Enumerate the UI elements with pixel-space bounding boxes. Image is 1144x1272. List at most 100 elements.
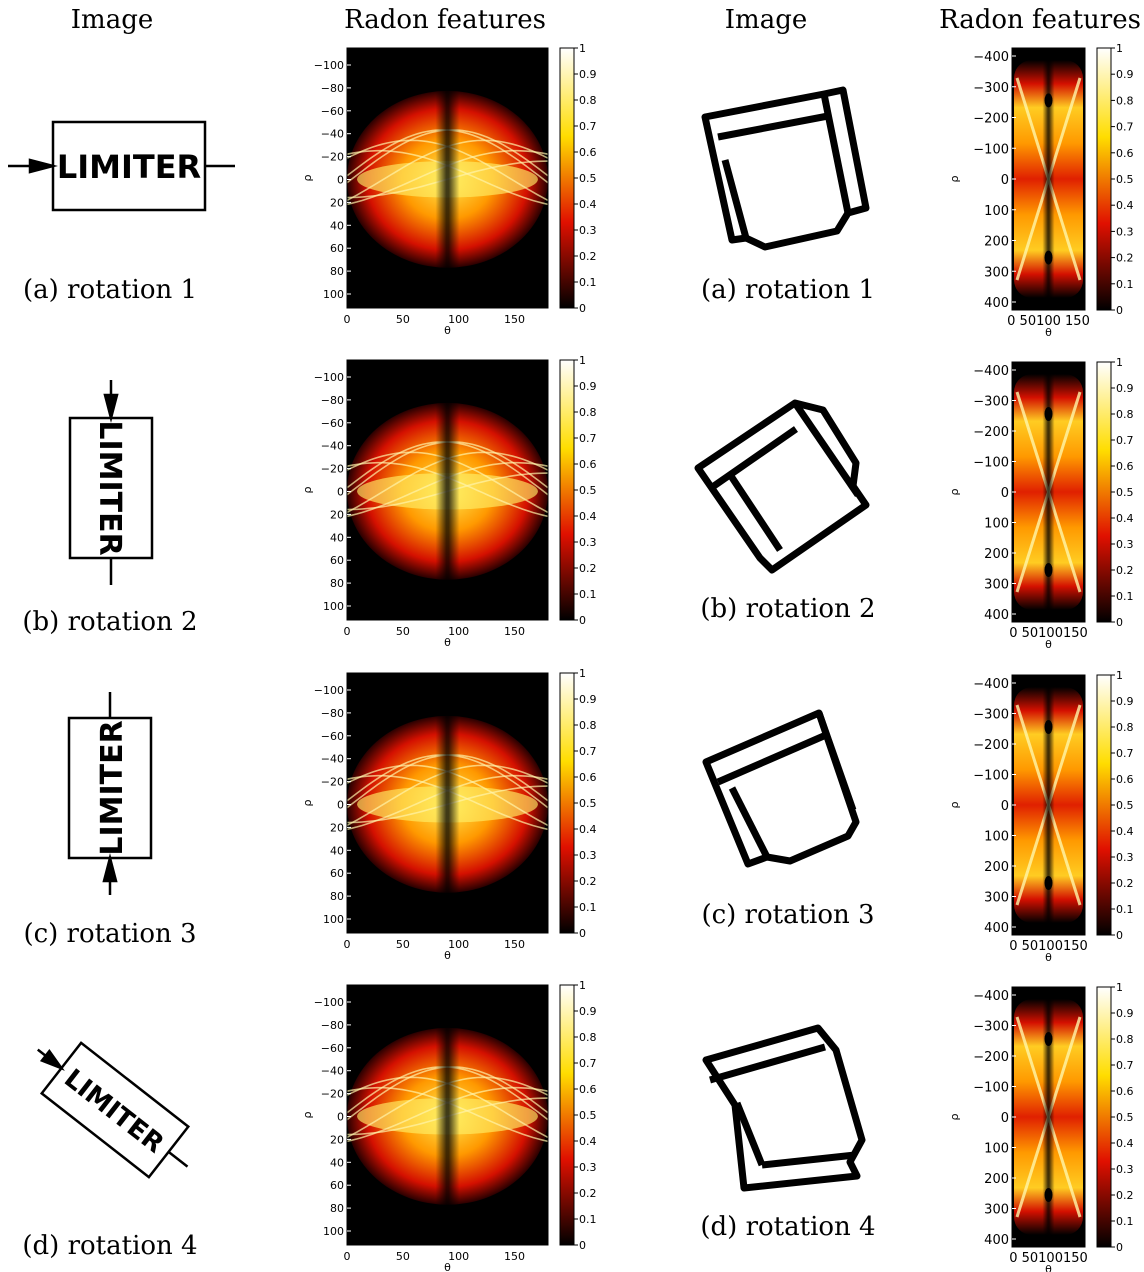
right-colorbar-tick-label: 1 [1116,356,1123,369]
right-colorbar-tick-label: 0.3 [1116,538,1134,551]
x-tick-label: 150 [504,938,525,951]
x-tick-label: 50 [396,1250,410,1263]
y-tick-label: −60 [321,417,344,430]
left-colorbar-tick-label: 1 [579,667,586,680]
x-axis-label: θ [1045,1263,1052,1272]
right-colorbar-tick-label: 0.9 [1116,382,1134,395]
right-colorbar-tick-label: 0.6 [1116,147,1134,160]
left-colorbar-tick-label: 0.8 [579,94,597,107]
y-tick-label: 0 [337,486,344,499]
sinogram-dark-band [1042,48,1055,310]
y-tick-label: −60 [321,730,344,743]
left-colorbar-tick-label: 0.1 [579,1213,597,1226]
header-image-right: Image [725,5,807,35]
left-colorbar-tick-label: 0.9 [579,693,597,706]
right-colorbar-tick-label: 0.8 [1116,721,1134,734]
limiter-label-1: LIMITER [57,148,201,186]
header-image-left: Image [71,5,153,35]
y-tick-label: 400 [984,296,1009,311]
right-colorbar-scale-2 [1096,361,1112,623]
y-tick-label: 200 [984,860,1009,875]
right-colorbar-tick-label: 1 [1116,42,1123,55]
x-axis-label: θ [444,949,451,962]
y-tick-label: 100 [984,1142,1009,1157]
y-tick-label: 0 [337,799,344,812]
left-colorbar-tick-label: 0.8 [579,1031,597,1044]
sinogram-node [1044,876,1053,890]
y-tick-label: −400 [973,364,1009,379]
left-colorbar-scale-2 [559,359,575,621]
limiter-image-4: LIMITER [37,1041,191,1179]
y-tick-label: 300 [984,1203,1009,1218]
right-caption-4: (d) rotation 4 [700,1212,875,1242]
chair-image-1 [701,86,870,251]
right-colorbar-2: 1 0.9 0.8 0.7 0.6 0.5 0.4 0.3 0.2 0.1 0 [1096,356,1134,629]
right-colorbar-tick-label: 0.9 [1116,1007,1134,1020]
right-colorbar-tick-label: 0.2 [1116,564,1134,577]
sinogram-node [1044,407,1053,421]
x-tick-label: 50 [396,625,410,638]
right-caption-3: (c) rotation 3 [701,900,874,930]
y-tick-label: 0 [1001,173,1009,188]
y-tick-label: −100 [973,142,1009,157]
left-caption-1: (a) rotation 1 [23,275,197,305]
right-colorbar-tick-label: 0.7 [1116,434,1134,447]
left-colorbar-tick-label: 0.2 [579,1187,597,1200]
y-tick-label: 20 [330,196,344,209]
x-axis-label: θ [444,324,451,337]
left-colorbar-tick-label: 0.5 [579,797,597,810]
y-tick-label: 400 [984,1233,1009,1248]
x-tick-label: 150 [504,313,525,326]
left-colorbar-4: 1 0.9 0.8 0.7 0.6 0.5 0.4 0.3 0.2 0.1 0 [559,979,597,1252]
left-colorbar-tick-label: 0.2 [579,562,597,575]
right-colorbar-tick-label: 0.7 [1116,747,1134,760]
right-colorbar-4: 1 0.9 0.8 0.7 0.6 0.5 0.4 0.3 0.2 0.1 0 [1096,981,1134,1254]
y-tick-label: 80 [330,1202,344,1215]
left-colorbar-tick-label: 0.3 [579,536,597,549]
right-colorbar-tick-label: 0.9 [1116,695,1134,708]
left-colorbar-tick-label: 0.4 [579,198,597,211]
right-colorbar-tick-label: 0.4 [1116,512,1134,525]
left-colorbar-scale-1 [559,47,575,309]
left-colorbar-tick-label: 0.8 [579,719,597,732]
chair-image-2 [694,399,870,574]
y-tick-label: −300 [973,708,1009,723]
right-colorbar-tick-label: 0.5 [1116,173,1134,186]
left-colorbar-tick-label: 0.1 [579,588,597,601]
right-colorbar-1: 1 0.9 0.8 0.7 0.6 0.5 0.4 0.3 0.2 0.1 0 [1096,42,1134,317]
chair-image-4 [702,1024,866,1192]
y-tick-label: 20 [330,1133,344,1146]
left-colorbar-tick-label: 0.7 [579,120,597,133]
y-tick-label: −40 [321,1065,344,1078]
y-tick-label: −400 [973,989,1009,1004]
left-colorbar-2: 1 0.9 0.8 0.7 0.6 0.5 0.4 0.3 0.2 0.1 0 [559,354,597,627]
y-tick-label: 0 [1001,486,1009,501]
y-tick-label: 0 [1001,799,1009,814]
radon-plot-right-1: −400 −300 −200 −100 0 100 200 300 400 0 50100 150… [948,47,1090,339]
sinogram-node [1044,1188,1053,1202]
right-caption-1: (a) rotation 1 [701,275,875,305]
left-colorbar-tick-label: 0.6 [579,1083,597,1096]
right-colorbar-tick-label: 0.8 [1116,1033,1134,1046]
y-tick-label: −300 [973,1020,1009,1035]
y-axis-label: ρ [948,175,961,182]
right-colorbar-tick-label: 0.5 [1116,1111,1134,1124]
y-tick-label: −60 [321,1042,344,1055]
y-tick-label: −20 [321,463,344,476]
left-colorbar-tick-label: 0.5 [579,172,597,185]
right-caption-2: (b) rotation 2 [700,594,875,624]
y-tick-label: 20 [330,821,344,834]
y-tick-label: −80 [321,394,344,407]
right-colorbar-tick-label: 0 [1116,929,1123,942]
left-colorbar-tick-label: 1 [579,354,586,367]
left-colorbar-tick-label: 0.3 [579,224,597,237]
left-colorbar-tick-label: 0 [579,1239,586,1252]
x-tick-labels: 0 50100150 [1009,626,1088,641]
y-tick-label: 60 [330,867,344,880]
y-tick-label: −40 [321,440,344,453]
limiter-label-3: LIMITER [95,720,130,855]
y-tick-label: 0 [1001,1111,1009,1126]
